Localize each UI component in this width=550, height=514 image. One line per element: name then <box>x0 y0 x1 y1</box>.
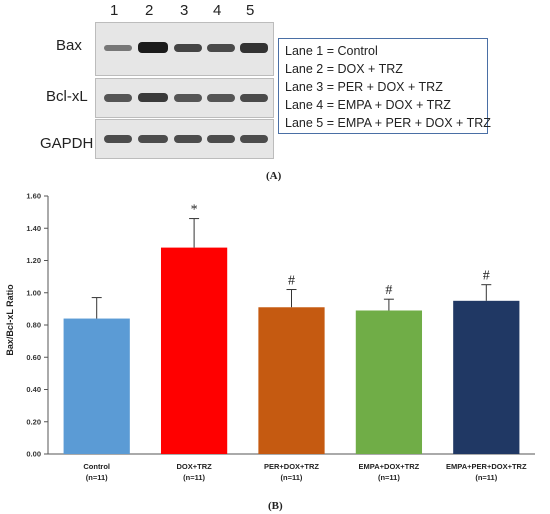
bar <box>160 247 228 454</box>
y-tick-label: 0.80 <box>26 321 41 330</box>
band <box>174 135 202 143</box>
band <box>207 44 235 52</box>
lane-legend: Lane 1 = Control Lane 2 = DOX + TRZ Lane… <box>278 38 491 134</box>
band <box>240 135 268 143</box>
legend-entry: Lane 5 = EMPA + PER + DOX + TRZ <box>285 116 491 130</box>
significance-marker: # <box>483 269 490 284</box>
legend-entry: Lane 4 = EMPA + DOX + TRZ <box>285 98 451 112</box>
category-n-label: (n=11) <box>475 473 497 482</box>
bar <box>355 310 423 454</box>
y-tick-label: 0.60 <box>26 353 41 362</box>
band <box>104 45 132 51</box>
bar <box>453 300 520 454</box>
panel-label-a: (A) <box>266 170 282 182</box>
western-blot-panel: 1 2 3 4 5 Bax Bcl-xL GAPDH Lane 1 = Cont… <box>0 0 550 160</box>
band <box>240 43 268 53</box>
y-tick-label: 0.20 <box>26 417 41 426</box>
y-axis-label: Bax/Bcl-xL Ratio <box>5 284 15 356</box>
y-tick-label: 0.00 <box>26 450 41 459</box>
lane-number: 2 <box>145 2 154 19</box>
bar-chart: Bax/Bcl-xL Ratio 0.00 0.20 0.40 0.60 0.80 1.0… <box>5 192 535 482</box>
category-n-label: (n=11) <box>183 473 205 482</box>
category-label: EMPA+PER+DOX+TRZ <box>446 462 527 471</box>
bar <box>258 307 325 454</box>
y-tick-label: 1.00 <box>26 288 41 297</box>
category-label: Control <box>83 462 110 471</box>
y-tick-label: 1.20 <box>26 256 41 265</box>
category-n-label: (n=11) <box>86 473 108 482</box>
category-n-label: (n=11) <box>281 473 303 482</box>
y-tick-label: 0.40 <box>26 385 41 394</box>
category-label: DOX+TRZ <box>176 462 212 471</box>
band <box>138 42 168 53</box>
lane-number: 4 <box>213 2 222 19</box>
band <box>207 135 235 143</box>
lane-number: 5 <box>246 2 255 19</box>
band <box>174 44 202 52</box>
category-label: PER+DOX+TRZ <box>264 462 319 471</box>
significance-marker: # <box>385 283 392 298</box>
gapdh-blot-image <box>95 119 274 159</box>
band <box>207 94 235 102</box>
category-n-label: (n=11) <box>378 473 400 482</box>
bax-blot-image <box>95 22 274 76</box>
lane-number: 3 <box>180 2 189 19</box>
band <box>104 135 132 143</box>
bar <box>63 318 130 454</box>
band <box>240 94 268 102</box>
legend-entry: Lane 3 = PER + DOX + TRZ <box>285 80 443 94</box>
band <box>138 135 168 143</box>
significance-marker: * <box>191 203 198 218</box>
lane-number: 1 <box>110 2 119 19</box>
significance-marker: # <box>288 274 295 289</box>
y-tick-label: 1.40 <box>26 224 41 233</box>
protein-label-gapdh: GAPDH <box>40 135 94 152</box>
legend-entry: Lane 2 = DOX + TRZ <box>285 62 403 76</box>
panel-label-b: (B) <box>268 500 283 512</box>
protein-label-bclxl: Bcl-xL <box>46 88 88 105</box>
protein-label-bax: Bax <box>56 37 82 54</box>
y-tick-label: 1.60 <box>26 192 41 201</box>
band <box>138 93 168 102</box>
bclxl-blot-image <box>95 78 274 118</box>
band <box>174 94 202 102</box>
legend-entry: Lane 1 = Control <box>285 44 378 58</box>
category-label: EMPA+DOX+TRZ <box>359 462 420 471</box>
band <box>104 94 132 102</box>
